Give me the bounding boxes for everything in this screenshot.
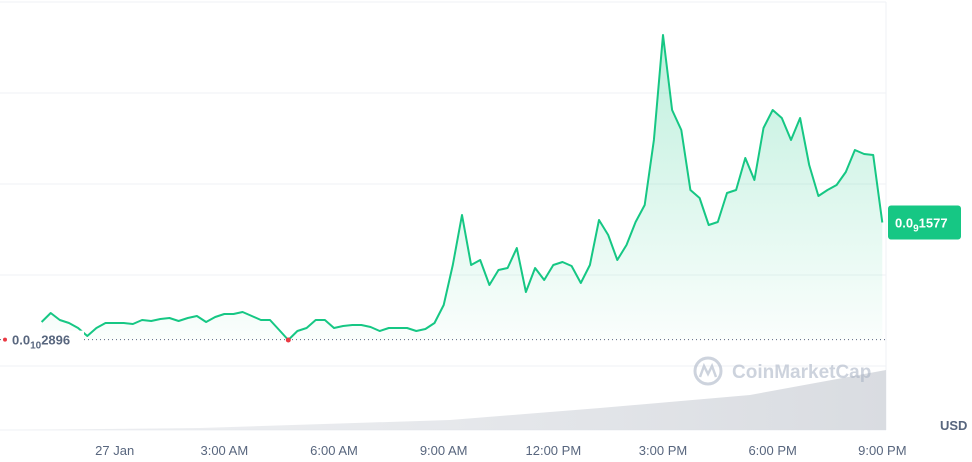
currency-label: USD	[940, 418, 967, 433]
open-marker	[3, 337, 7, 342]
volume-area	[5, 370, 886, 430]
watermark-logo	[693, 356, 723, 386]
x-tick-label: 3:00 PM	[639, 443, 687, 458]
current-price-label-part: 1577	[919, 215, 948, 230]
low-point	[285, 337, 291, 343]
open-price-label-part: 10	[30, 341, 42, 352]
x-tick-label: 12:00 PM	[526, 443, 582, 458]
watermark: CoinMarketCap	[693, 356, 871, 386]
watermark-text: CoinMarketCap	[732, 362, 871, 383]
open-price-label-part: 2896	[41, 333, 70, 348]
current-price-label-part: 0.0	[895, 215, 913, 230]
open-price-label-bg	[8, 330, 84, 349]
x-tick-label: 27 Jan	[95, 443, 134, 458]
watermark-logo-m	[698, 362, 718, 378]
x-tick-label: 9:00 AM	[420, 443, 468, 458]
open-price-label-part: 0.0	[12, 333, 30, 348]
x-tick-label: 3:00 AM	[200, 443, 248, 458]
current-price-badge	[888, 205, 961, 240]
x-tick-label: 6:00 AM	[310, 443, 358, 458]
current-price-label-part: 9	[913, 223, 919, 234]
x-tick-label: 6:00 PM	[748, 443, 796, 458]
x-tick-label: 9:00 PM	[858, 443, 906, 458]
price-line	[40, 34, 884, 341]
open-price-label: 0.0102896	[12, 333, 70, 352]
current-price-label: 0.091577	[895, 215, 948, 234]
price-area	[41, 35, 883, 340]
